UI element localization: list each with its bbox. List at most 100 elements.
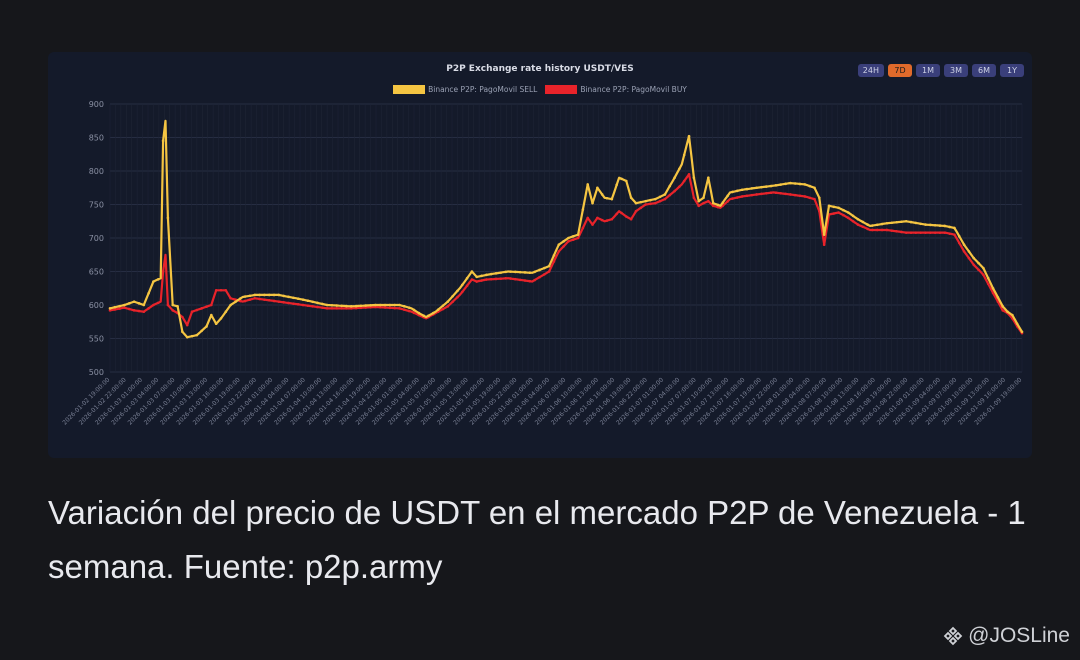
data-point-buy [634,209,638,213]
data-point-sell [779,183,783,186]
data-point-buy [514,277,517,281]
data-point-sell [296,297,300,301]
data-point-buy [509,277,512,280]
data-point-buy [388,306,392,310]
data-point-buy [880,228,884,232]
data-point-sell [441,304,445,307]
data-point-buy [644,203,647,206]
data-point-sell [996,295,1000,299]
data-point-sell [147,291,150,295]
data-point-buy [316,305,319,309]
data-point-sell [238,297,242,300]
data-point-sell [214,322,218,326]
data-point-sell [837,206,840,210]
data-point-sell [523,271,527,274]
caption: Variación del precio de USDT en el merca… [48,494,1026,585]
legend-item-buy[interactable]: Binance P2P: PagoMovil BUY [545,85,687,94]
data-point-sell [832,205,836,209]
data-point-buy [924,231,927,234]
data-point-sell [929,223,932,227]
data-point-sell [774,184,778,187]
data-point-sell [277,293,281,297]
range-button-1y[interactable]: 1Y [1000,64,1024,77]
data-point-buy [523,279,527,282]
data-point-buy [335,307,339,310]
data-point-buy [962,250,966,253]
data-point-sell [267,293,271,297]
data-point-buy [586,216,590,220]
data-point-buy [600,218,604,222]
data-point-buy [982,273,985,277]
data-point-sell [514,270,517,274]
data-point-buy [277,300,281,303]
data-point-buy [412,311,416,315]
data-point-buy [760,192,763,196]
range-button-1m[interactable]: 1M [916,64,940,77]
data-point-sell [663,193,667,196]
data-point-buy [711,204,715,208]
data-point-buy [166,303,170,307]
data-point-buy [465,284,469,288]
range-button-24h[interactable]: 24H [857,64,884,77]
data-point-sell [480,274,483,278]
data-point-buy [596,216,599,220]
data-point-buy [243,299,247,303]
legend-item-sell[interactable]: Binance P2P: PagoMovil SELL [393,85,537,94]
data-point-buy [610,217,614,221]
data-point-sell [195,333,199,337]
legend-label-buy: Binance P2P: PagoMovil BUY [580,85,687,94]
data-point-sell [427,314,430,318]
data-point-sell [345,304,348,308]
data-point-sell [108,307,112,310]
data-point-buy [441,307,445,311]
data-point-buy [692,196,696,200]
data-point-buy [784,192,787,196]
data-point-buy [673,189,676,193]
legend-swatch-sell [393,85,426,94]
data-point-sell [485,273,488,277]
data-point-buy [842,213,845,217]
data-point-buy [533,278,536,282]
data-point-buy [552,260,556,263]
data-point-sell [827,204,831,208]
data-point-buy [161,270,165,273]
data-point-buy [803,195,807,198]
data-point-sell [292,296,295,300]
data-point-sell [205,325,208,328]
range-button-3m[interactable]: 3M [944,64,968,77]
data-point-buy [678,185,681,188]
data-point-buy [793,193,797,197]
legend-label-sell: Binance P2P: PagoMovil SELL [428,85,538,94]
data-point-sell [349,305,353,308]
data-point-buy [369,305,372,309]
data-point-buy [861,225,865,229]
data-point-buy [904,231,908,234]
data-point-buy [682,179,686,183]
data-point-buy [147,307,150,310]
y-tick-label: 850 [89,134,104,143]
data-point-sell [359,304,363,308]
y-tick-label: 650 [89,268,104,277]
data-point-buy [953,233,956,236]
data-point-buy [200,307,203,310]
data-point-sell [745,187,749,191]
data-point-sell [875,223,879,227]
data-point-buy [774,191,778,195]
data-point-buy [292,302,295,305]
range-button-7d[interactable]: 7D [888,64,912,77]
data-point-buy [740,195,744,198]
data-point-sell [851,214,855,218]
data-point-sell [374,303,377,307]
data-point-sell [576,233,580,236]
data-point-sell [475,275,479,279]
data-point-buy [977,268,980,272]
data-point-buy [123,306,126,309]
data-point-sell [784,182,787,186]
data-point-sell [967,250,971,253]
data-point-buy [620,211,623,215]
data-point-buy [875,228,879,232]
data-point-sell [282,294,286,298]
range-button-6m[interactable]: 6M [972,64,996,77]
data-point-sell [330,303,334,307]
data-point-sell [393,303,396,307]
